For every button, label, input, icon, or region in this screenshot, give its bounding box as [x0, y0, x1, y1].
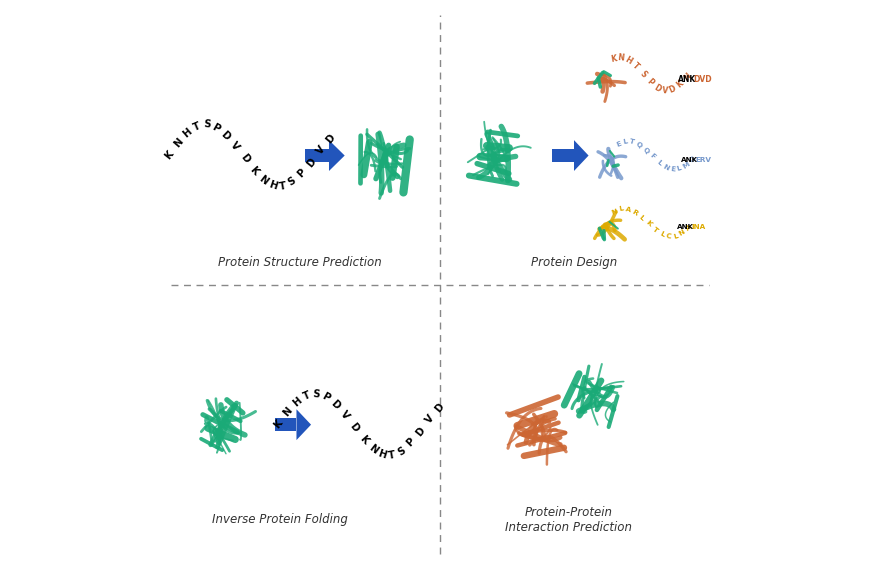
Text: G: G — [689, 156, 697, 164]
Text: P: P — [645, 77, 656, 88]
Text: H: H — [377, 448, 388, 460]
Text: D: D — [653, 83, 663, 94]
Text: H: H — [290, 395, 304, 409]
Text: E: E — [670, 166, 676, 173]
Polygon shape — [275, 418, 297, 431]
Text: L: L — [619, 206, 625, 212]
Text: K: K — [272, 418, 284, 430]
Text: Protein Design: Protein Design — [532, 255, 618, 269]
Text: A: A — [685, 223, 693, 232]
Polygon shape — [305, 149, 329, 162]
Text: ANK: ANK — [681, 157, 698, 163]
Text: D: D — [304, 156, 318, 169]
Text: P: P — [405, 437, 417, 449]
Text: Protein Structure Prediction: Protein Structure Prediction — [218, 255, 382, 269]
Text: D: D — [433, 402, 446, 414]
Text: D: D — [324, 133, 336, 145]
Text: K: K — [162, 149, 175, 161]
Text: T: T — [388, 450, 396, 461]
Polygon shape — [552, 149, 574, 162]
Text: M: M — [681, 161, 691, 170]
Text: T: T — [651, 226, 659, 234]
Text: H: H — [623, 55, 633, 66]
Text: P: P — [296, 168, 308, 180]
Text: S: S — [286, 176, 298, 188]
Text: V: V — [338, 409, 351, 422]
Text: F: F — [649, 152, 656, 160]
Text: V: V — [423, 413, 436, 426]
Text: S: S — [638, 69, 648, 79]
Text: V: V — [229, 140, 241, 152]
Text: A: A — [625, 206, 632, 213]
Text: K: K — [357, 434, 370, 446]
Text: N: N — [281, 406, 294, 418]
Text: D: D — [238, 152, 251, 165]
Text: D: D — [219, 129, 232, 142]
Text: K: K — [644, 220, 653, 228]
Text: INA: INA — [692, 224, 706, 230]
Text: T: T — [629, 138, 635, 146]
Text: H: H — [268, 179, 279, 191]
Text: E: E — [615, 141, 622, 148]
Text: Q: Q — [634, 141, 643, 149]
Text: T: T — [278, 180, 287, 192]
Text: R: R — [631, 208, 639, 216]
Text: Inverse Protein Folding: Inverse Protein Folding — [212, 513, 348, 526]
Text: N: N — [678, 229, 686, 237]
Text: DVD: DVD — [693, 75, 712, 84]
Text: P: P — [210, 122, 222, 134]
Text: Protein-Protein
Interaction Prediction: Protein-Protein Interaction Prediction — [505, 506, 633, 534]
Text: D: D — [348, 422, 361, 434]
Text: L: L — [638, 214, 646, 221]
Text: N: N — [611, 208, 619, 216]
Text: L: L — [656, 159, 663, 166]
Text: N: N — [367, 442, 379, 455]
Polygon shape — [329, 140, 345, 171]
Text: V: V — [314, 144, 327, 156]
Text: L: L — [658, 231, 665, 238]
Text: H: H — [181, 126, 194, 139]
Text: T: T — [630, 61, 641, 72]
Text: N: N — [172, 137, 185, 149]
Text: D: D — [668, 84, 678, 95]
Text: K: K — [248, 164, 260, 176]
Text: N: N — [662, 163, 670, 171]
Text: C: C — [666, 233, 671, 240]
Text: K: K — [675, 79, 685, 90]
Text: Q: Q — [642, 146, 650, 155]
Text: L: L — [677, 165, 682, 172]
Text: L: L — [672, 233, 678, 240]
Text: ANK: ANK — [678, 224, 694, 230]
Text: S: S — [396, 445, 407, 457]
Text: S: S — [312, 389, 320, 399]
Text: ERV: ERV — [696, 157, 712, 163]
Text: N: N — [257, 173, 270, 186]
Text: D: D — [328, 398, 341, 411]
Text: S: S — [202, 119, 210, 130]
Text: ANK: ANK — [678, 75, 697, 84]
Text: D: D — [414, 425, 427, 438]
Text: V: V — [662, 86, 669, 96]
Text: T: T — [192, 121, 202, 133]
Polygon shape — [297, 409, 311, 440]
Text: P: P — [319, 391, 331, 403]
Text: L: L — [623, 138, 628, 145]
Text: N: N — [682, 72, 693, 83]
Text: K: K — [610, 54, 617, 64]
Polygon shape — [574, 140, 589, 171]
Text: N: N — [617, 53, 624, 62]
Text: T: T — [301, 390, 312, 402]
